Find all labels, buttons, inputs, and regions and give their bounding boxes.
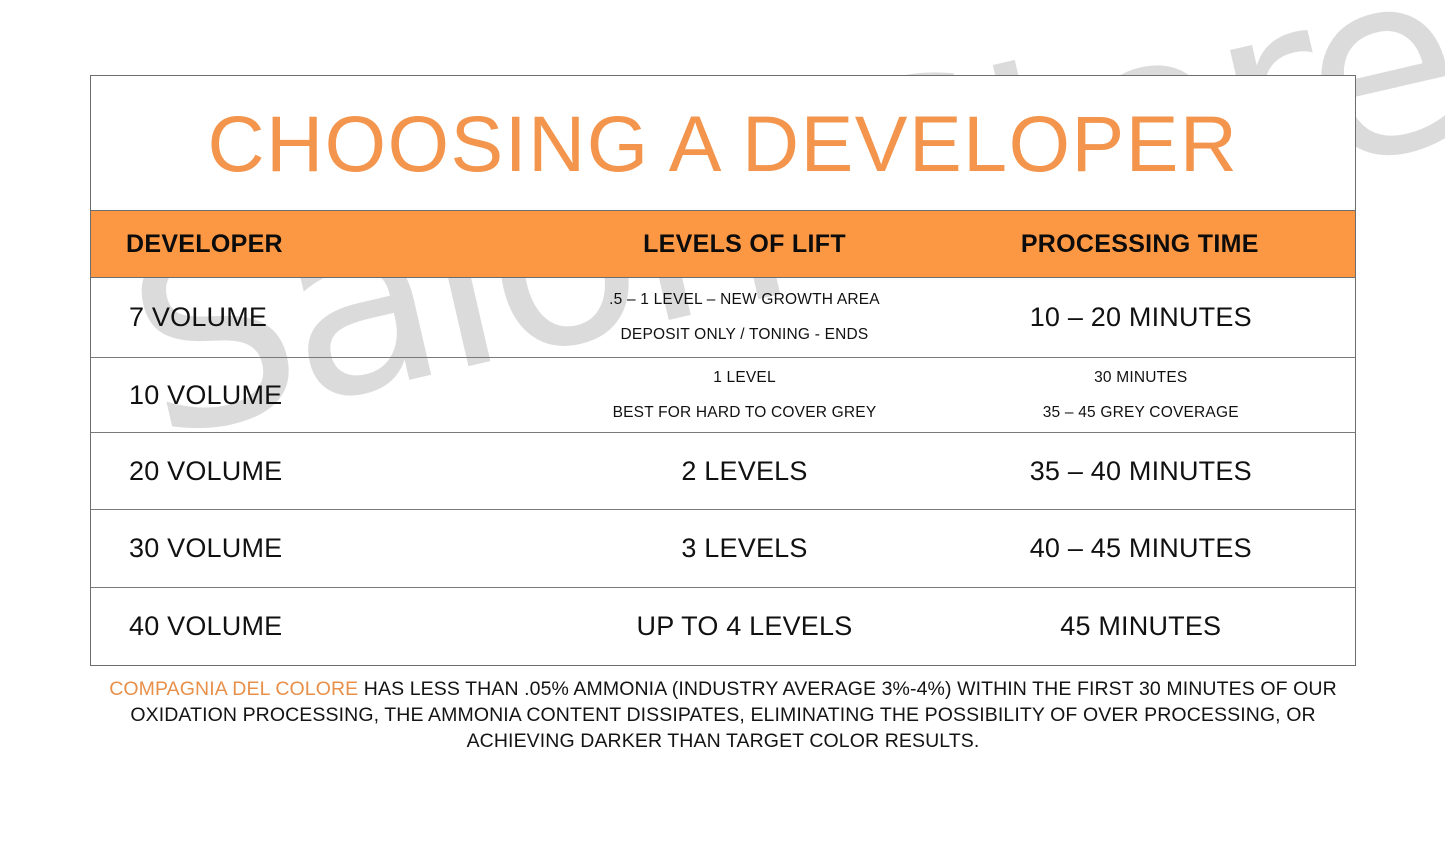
cell-developer: 10 VOLUME [91,357,539,433]
time-secondary-text: 35 – 45 GREY COVERAGE [1042,403,1239,421]
table-row: 7 VOLUME .5 – 1 LEVEL – NEW GROWTH AREA … [91,278,1355,358]
table-row: 10 VOLUME 1 LEVEL BEST FOR HARD TO COVER… [91,357,1355,433]
table-row: 40 VOLUME UP TO 4 LEVELS 45 MINUTES [91,587,1355,665]
footnote-body-text: HAS LESS THAN .05% AMMONIA (INDUSTRY AVE… [130,678,1337,752]
cell-developer: 20 VOLUME [91,432,539,510]
lift-primary-text: .5 – 1 LEVEL – NEW GROWTH AREA [609,291,880,308]
cell-processing-time: 40 – 45 MINUTES [950,509,1355,588]
cell-processing-time: 45 MINUTES [950,587,1355,665]
table-body: 7 VOLUME .5 – 1 LEVEL – NEW GROWTH AREA … [91,278,1355,665]
column-header-levels-of-lift: LEVELS OF LIFT [538,211,951,278]
lift-secondary-text: DEPOSIT ONLY / TONING - ENDS [620,326,869,343]
developer-chart-card: CHOOSING A DEVELOPER DEVELOPER LEVELS OF… [90,75,1356,666]
cell-levels-of-lift: UP TO 4 LEVELS [538,587,951,665]
developer-table: DEVELOPER LEVELS OF LIFT PROCESSING TIME… [91,211,1355,665]
time-primary-text: 30 MINUTES [1094,368,1188,386]
time-primary-text: 45 MINUTES [1060,611,1222,641]
lift-primary-text: 2 LEVELS [681,455,808,486]
lift-primary-text: 3 LEVELS [681,533,808,563]
cell-processing-time: 30 MINUTES 35 – 45 GREY COVERAGE [950,357,1355,433]
cell-processing-time: 10 – 20 MINUTES [951,278,1355,358]
table-row: 30 VOLUME 3 LEVELS 40 – 45 MINUTES [91,509,1355,588]
column-header-developer: DEVELOPER [91,211,539,278]
lift-primary-text: UP TO 4 LEVELS [636,611,853,641]
cell-developer: 30 VOLUME [91,509,539,588]
page-title: CHOOSING A DEVELOPER [207,98,1239,188]
lift-secondary-text: BEST FOR HARD TO COVER GREY [612,403,877,421]
column-header-processing-time: PROCESSING TIME [950,211,1355,278]
card-title-bar: CHOOSING A DEVELOPER [91,76,1355,211]
time-primary-text: 35 – 40 MINUTES [1029,455,1252,486]
table-header: DEVELOPER LEVELS OF LIFT PROCESSING TIME [91,211,1355,278]
footnote: COMPAGNIA DEL COLORE HAS LESS THAN .05% … [90,676,1356,754]
time-primary-text: 10 – 20 MINUTES [1029,302,1252,332]
cell-levels-of-lift: 3 LEVELS [538,509,951,588]
time-primary-text: 40 – 45 MINUTES [1029,533,1252,563]
cell-levels-of-lift: .5 – 1 LEVEL – NEW GROWTH AREA DEPOSIT O… [538,278,950,358]
cell-developer: 7 VOLUME [129,302,268,332]
cell-levels-of-lift: 1 LEVEL BEST FOR HARD TO COVER GREY [538,357,951,433]
cell-processing-time: 35 – 40 MINUTES [950,432,1355,510]
cell-levels-of-lift: 2 LEVELS [538,432,951,510]
footnote-brand-name: COMPAGNIA DEL COLORE [109,678,359,700]
table-row: 20 VOLUME 2 LEVELS 35 – 40 MINUTES [91,432,1355,510]
cell-developer: 40 VOLUME [91,587,539,665]
lift-primary-text: 1 LEVEL [713,368,776,386]
table-header-row: DEVELOPER LEVELS OF LIFT PROCESSING TIME [91,211,1355,278]
